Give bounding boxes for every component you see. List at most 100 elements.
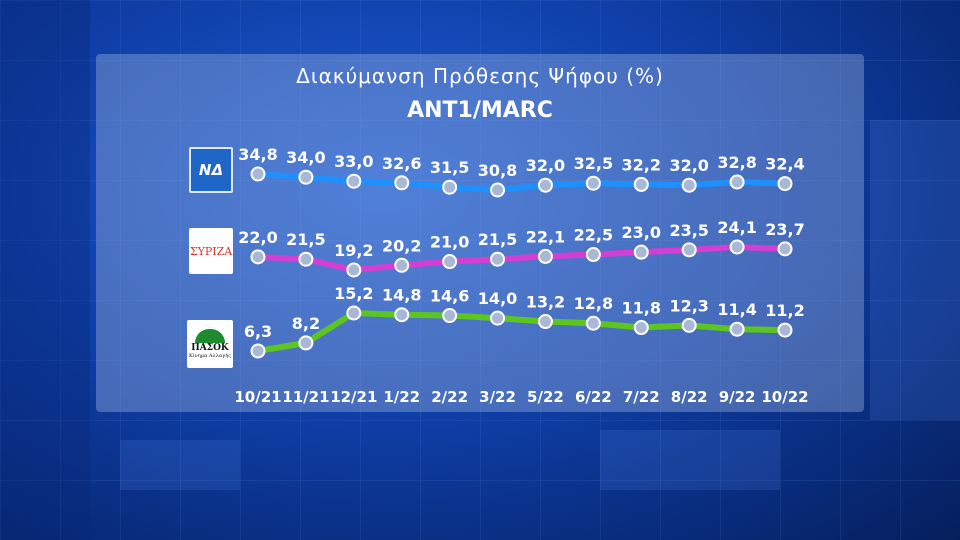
series-1-point-0 xyxy=(250,249,266,265)
series-2-point-8 xyxy=(633,320,649,336)
series-line-2 xyxy=(255,310,788,354)
x-tick-label-1: 11/21 xyxy=(282,388,329,406)
series-1-label-6: 22,1 xyxy=(526,227,565,246)
series-0-label-3: 32,6 xyxy=(382,154,421,173)
series-1-label-2: 19,2 xyxy=(334,241,373,260)
series-1-point-9 xyxy=(681,242,697,258)
x-tick-label-2: 12/21 xyxy=(330,388,377,406)
series-0-label-1: 34,0 xyxy=(286,148,325,167)
series-2-point-1 xyxy=(298,335,314,351)
series-2-point-6 xyxy=(537,314,553,330)
series-2-label-10: 11,4 xyxy=(717,300,756,319)
chart-subtitle: ANT1/MARC xyxy=(407,98,553,123)
nd-logo: ΝΔ xyxy=(189,147,233,193)
series-line-0 xyxy=(255,171,788,193)
syriza-logo-text: ΣΥΡΙΖΑ xyxy=(189,244,233,258)
series-1-label-3: 20,2 xyxy=(382,236,421,255)
x-tick-label-10: 9/22 xyxy=(719,388,756,406)
series-2-label-4: 14,6 xyxy=(430,287,469,306)
series-1-point-1 xyxy=(298,251,314,267)
series-2-point-2 xyxy=(346,305,362,321)
series-1-point-11 xyxy=(777,241,793,257)
series-1-label-9: 23,5 xyxy=(669,221,708,240)
syriza-logo: ΣΥΡΙΖΑ xyxy=(189,228,233,274)
series-2-label-9: 12,3 xyxy=(669,296,708,315)
nd-logo-text: ΝΔ xyxy=(198,161,224,179)
series-0-label-11: 32,4 xyxy=(765,155,804,174)
series-2-label-7: 12,8 xyxy=(574,294,613,313)
x-tick-label-9: 8/22 xyxy=(671,388,708,406)
series-line-1 xyxy=(255,244,788,273)
series-1-label-4: 21,0 xyxy=(430,233,469,252)
series-0-point-4 xyxy=(442,179,458,195)
series-2-point-0 xyxy=(250,343,266,359)
series-1-point-5 xyxy=(490,251,506,267)
series-2-label-3: 14,8 xyxy=(382,286,421,305)
series-2-label-6: 13,2 xyxy=(526,293,565,312)
series-0-label-7: 32,5 xyxy=(574,154,613,173)
series-2-label-11: 11,2 xyxy=(765,301,804,320)
series-2-label-2: 15,2 xyxy=(334,284,373,303)
series-2-point-11 xyxy=(777,322,793,338)
series-2-point-9 xyxy=(681,317,697,333)
series-1-label-0: 22,0 xyxy=(238,228,277,247)
series-0-label-9: 32,0 xyxy=(669,156,708,175)
series-0-label-0: 34,8 xyxy=(238,145,277,164)
series-0-point-10 xyxy=(729,174,745,190)
series-1-point-2 xyxy=(346,262,362,278)
series-2-point-4 xyxy=(442,308,458,324)
series-1-point-4 xyxy=(442,254,458,270)
series-0-point-2 xyxy=(346,173,362,189)
series-0-point-1 xyxy=(298,169,314,185)
x-tick-label-3: 1/22 xyxy=(383,388,420,406)
pasok-logo-text: ΠΑΣΟΚ xyxy=(191,343,229,353)
series-1-label-7: 22,5 xyxy=(574,226,613,245)
series-2-label-8: 11,8 xyxy=(622,299,661,318)
series-2-point-7 xyxy=(585,315,601,331)
series-0-point-7 xyxy=(585,175,601,191)
series-0-label-6: 32,0 xyxy=(526,156,565,175)
x-tick-label-0: 10/21 xyxy=(234,388,281,406)
series-0-point-3 xyxy=(394,175,410,191)
series-0-point-6 xyxy=(537,177,553,193)
series-0-point-11 xyxy=(777,176,793,192)
series-1-label-8: 23,0 xyxy=(622,223,661,242)
series-2-point-3 xyxy=(394,307,410,323)
series-0-point-8 xyxy=(633,176,649,192)
series-0-label-2: 33,0 xyxy=(334,152,373,171)
series-1-label-11: 23,7 xyxy=(765,220,804,239)
series-0-label-10: 32,8 xyxy=(717,153,756,172)
series-2-label-5: 14,0 xyxy=(478,289,517,308)
series-0-point-5 xyxy=(490,182,506,198)
series-1-point-10 xyxy=(729,239,745,255)
series-1-point-7 xyxy=(585,247,601,263)
series-2-point-10 xyxy=(729,321,745,337)
series-1-label-10: 24,1 xyxy=(717,218,756,237)
x-tick-label-5: 3/22 xyxy=(479,388,516,406)
series-1-point-8 xyxy=(633,244,649,260)
series-1-label-1: 21,5 xyxy=(286,230,325,249)
series-2-point-5 xyxy=(490,310,506,326)
x-tick-label-4: 2/22 xyxy=(431,388,468,406)
series-0-label-8: 32,2 xyxy=(622,155,661,174)
x-tick-label-7: 6/22 xyxy=(575,388,612,406)
pasok-logo-subtext: Κίνημα Αλλαγής xyxy=(188,353,232,359)
series-1-point-6 xyxy=(537,248,553,264)
x-tick-label-11: 10/22 xyxy=(761,388,808,406)
series-1-point-3 xyxy=(394,257,410,273)
series-2-label-1: 8,2 xyxy=(292,314,320,333)
x-tick-label-8: 7/22 xyxy=(623,388,660,406)
pasok-sun-icon xyxy=(195,329,225,343)
x-tick-label-6: 5/22 xyxy=(527,388,564,406)
series-0-label-5: 30,8 xyxy=(478,161,517,180)
chart-title: Διακύμανση Πρόθεσης Ψήφου (%) xyxy=(296,64,664,88)
series-0-point-0 xyxy=(250,166,266,182)
series-1-label-5: 21,5 xyxy=(478,230,517,249)
series-0-point-9 xyxy=(681,177,697,193)
series-2-label-0: 6,3 xyxy=(244,322,272,341)
series-0-label-4: 31,5 xyxy=(430,158,469,177)
pasok-logo: ΠΑΣΟΚ Κίνημα Αλλαγής xyxy=(187,320,233,368)
